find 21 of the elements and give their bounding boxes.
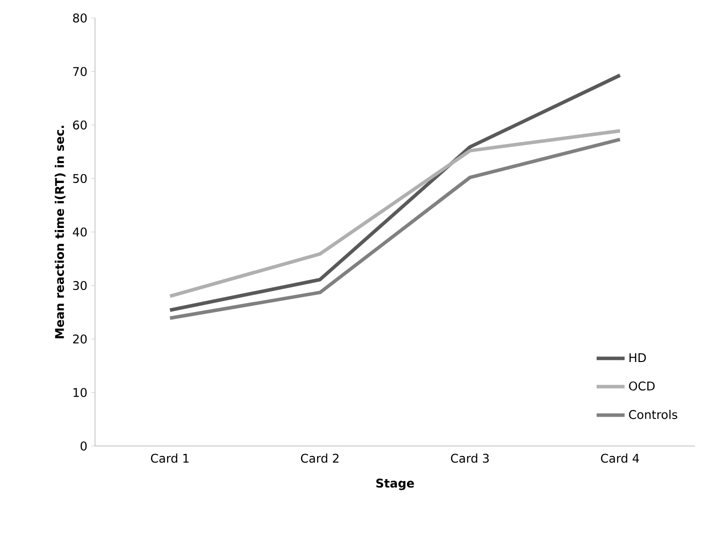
y-tick-label: 60 — [73, 120, 87, 130]
legend-label: Controls — [629, 410, 678, 420]
y-tick-label: 40 — [72, 227, 87, 237]
y-axis-title: Mean reaction time i(RT) in sec. — [54, 126, 66, 338]
y-tick-label: 20 — [73, 334, 87, 344]
line-series — [168, 129, 622, 298]
x-tick-label: Card 1 — [150, 454, 189, 463]
y-tick-label: 70 — [73, 66, 87, 76]
y-tick-label: 50 — [73, 174, 87, 184]
y-tick-label: 10 — [74, 388, 87, 398]
legend-label: OCD — [629, 381, 655, 391]
x-tick-label: Card 2 — [300, 454, 338, 463]
y-tick-label: 0 — [80, 441, 87, 451]
y-tick-label: 80 — [73, 13, 87, 23]
x-tick-label: Card 4 — [600, 454, 640, 463]
line-series — [168, 138, 622, 320]
x-axis-title: Stage — [376, 478, 414, 490]
y-tick-label: 30 — [73, 280, 87, 290]
x-tick-label: Card 3 — [450, 454, 489, 463]
legend-label: HD — [630, 353, 646, 362]
line-series — [168, 73, 622, 312]
